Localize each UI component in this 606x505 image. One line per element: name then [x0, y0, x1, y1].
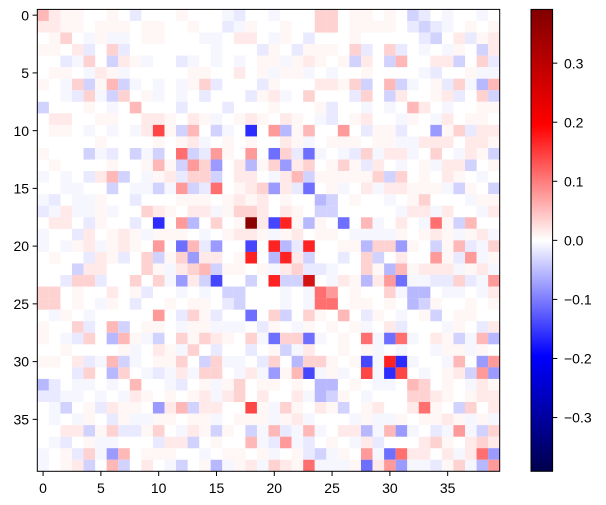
svg-text:25: 25 [324, 480, 340, 496]
svg-text:10: 10 [151, 480, 167, 496]
svg-text:30: 30 [14, 354, 30, 370]
svg-text:15: 15 [14, 180, 30, 196]
svg-text:−0.1: −0.1 [564, 292, 592, 308]
svg-text:0.2: 0.2 [564, 114, 584, 130]
svg-text:30: 30 [382, 480, 398, 496]
svg-text:5: 5 [97, 480, 105, 496]
svg-text:20: 20 [266, 480, 282, 496]
svg-text:35: 35 [14, 411, 30, 427]
svg-text:0: 0 [39, 480, 47, 496]
svg-text:0.0: 0.0 [564, 232, 584, 248]
svg-text:10: 10 [14, 123, 30, 139]
svg-text:−0.2: −0.2 [564, 351, 592, 367]
svg-text:25: 25 [14, 296, 30, 312]
svg-text:0.3: 0.3 [564, 55, 584, 71]
svg-text:−0.3: −0.3 [564, 410, 592, 426]
svg-text:35: 35 [440, 480, 456, 496]
svg-text:20: 20 [14, 238, 30, 254]
svg-text:0: 0 [21, 7, 29, 23]
svg-text:5: 5 [21, 65, 29, 81]
svg-text:15: 15 [209, 480, 225, 496]
svg-text:0.1: 0.1 [564, 173, 584, 189]
